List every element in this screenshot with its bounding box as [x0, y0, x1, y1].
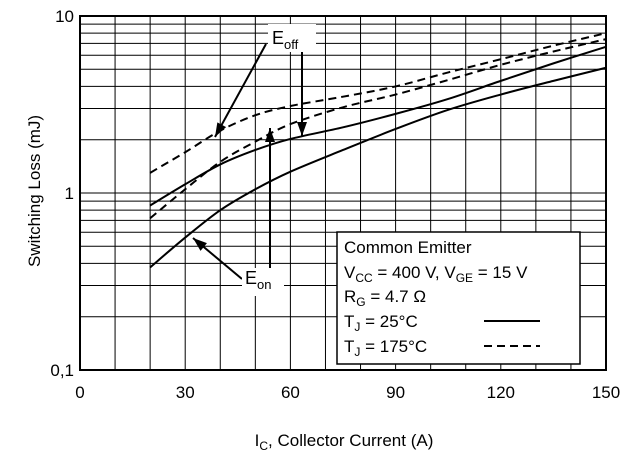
legend-box: [336, 231, 581, 365]
plot-frame: [79, 15, 607, 371]
legend-vcc-vge: VCC = 400 V, VGE = 15 V: [344, 263, 528, 285]
legend: Common Emitter VCC = 400 V, VGE = 15 V R…: [336, 231, 581, 365]
x-tick-label: 60: [281, 383, 300, 402]
x-tick-label: 90: [386, 383, 405, 402]
legend-tj25: TJ = 25°C: [344, 312, 418, 334]
annotation-arrows: [192, 43, 307, 280]
y-tick-label: 10: [55, 7, 74, 26]
y-tick-label: 1: [65, 184, 74, 203]
legend-title: Common Emitter: [344, 238, 472, 257]
plot-border: [79, 15, 607, 371]
series-line-4: [149, 38, 607, 220]
x-tick-label: 120: [487, 383, 515, 402]
y-tick-label: 0,1: [50, 361, 74, 380]
x-tick-label: 30: [176, 383, 195, 402]
x-tick-label: 150: [592, 383, 620, 402]
legend-rg: RG = 4.7 Ω: [344, 287, 426, 309]
eon-arrow-up-head: [265, 128, 275, 142]
tick-labels: 0 30 60 90 120 150 0,1 1 10: [50, 7, 620, 402]
y-axis-title: Switching Loss (mJ): [25, 115, 44, 267]
eoff-arrow-down-head: [297, 122, 307, 136]
legend-tj175: TJ = 175°C: [344, 337, 427, 359]
eoff-arrow-left: [214, 43, 267, 138]
x-axis-title: IC, Collector Current (A): [255, 431, 434, 453]
x-tick-label: 0: [75, 383, 84, 402]
series-line-1: [149, 45, 607, 207]
eon-arrow-left-head: [193, 238, 207, 251]
eoff-arrow-left-head: [215, 122, 227, 137]
eon-label: Eon: [245, 268, 271, 292]
series-lines: [149, 32, 607, 269]
eon-label-bg: [242, 268, 284, 296]
series-line-3: [149, 32, 607, 174]
series-line-2: [149, 66, 607, 269]
eoff-label: Eoff: [272, 28, 299, 52]
eoff-label-bg: [268, 24, 316, 52]
